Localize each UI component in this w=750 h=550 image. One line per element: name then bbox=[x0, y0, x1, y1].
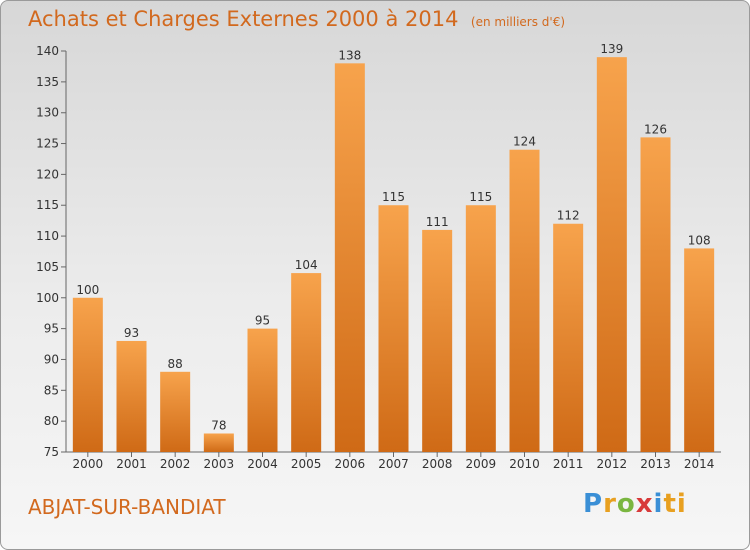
y-tick-label: 85 bbox=[44, 383, 59, 397]
x-tick-label: 2008 bbox=[422, 457, 453, 471]
bar-2014 bbox=[684, 248, 715, 452]
x-tick-label: 2012 bbox=[597, 457, 628, 471]
commune-name: ABJAT-SUR-BANDIAT bbox=[28, 495, 226, 519]
bar-value-label: 78 bbox=[211, 418, 226, 432]
x-tick-label: 2000 bbox=[73, 457, 104, 471]
bar-2002 bbox=[160, 371, 191, 452]
chart-title-block: Achats et Charges Externes 2000 à 2014 (… bbox=[28, 7, 565, 31]
y-tick-label: 80 bbox=[44, 414, 59, 428]
y-tick-label: 130 bbox=[36, 106, 59, 120]
x-tick-label: 2006 bbox=[335, 457, 366, 471]
x-tick-label: 2011 bbox=[553, 457, 584, 471]
y-tick-label: 110 bbox=[36, 229, 59, 243]
x-tick-label: 2002 bbox=[160, 457, 191, 471]
bar-2006 bbox=[334, 63, 365, 452]
bar-2001 bbox=[116, 340, 147, 452]
bar-value-label: 126 bbox=[644, 122, 667, 136]
proxiti-logo: Proxiti bbox=[583, 489, 687, 519]
bar-2010 bbox=[509, 149, 540, 452]
y-tick-label: 115 bbox=[36, 198, 59, 212]
bar-value-label: 138 bbox=[338, 48, 361, 62]
x-tick-label: 2010 bbox=[509, 457, 540, 471]
bar-value-label: 112 bbox=[557, 209, 580, 223]
bar-2000 bbox=[72, 297, 103, 452]
bar-2004 bbox=[247, 328, 278, 452]
y-tick-label: 140 bbox=[36, 44, 59, 58]
bar-value-label: 115 bbox=[382, 190, 405, 204]
bar-value-label: 108 bbox=[688, 233, 711, 247]
y-tick-label: 125 bbox=[36, 137, 59, 151]
bar-value-label: 93 bbox=[124, 326, 139, 340]
x-tick-label: 2014 bbox=[684, 457, 715, 471]
y-tick-label: 75 bbox=[44, 445, 59, 459]
x-tick-label: 2004 bbox=[247, 457, 278, 471]
bar-2003 bbox=[203, 433, 234, 452]
bar-value-label: 115 bbox=[469, 190, 492, 204]
bar-2009 bbox=[465, 205, 496, 452]
bar-value-label: 95 bbox=[255, 314, 270, 328]
bar-value-label: 100 bbox=[76, 283, 99, 297]
x-tick-label: 2007 bbox=[378, 457, 409, 471]
bar-2007 bbox=[378, 205, 409, 452]
chart-title: Achats et Charges Externes 2000 à 2014 bbox=[28, 7, 459, 31]
bar-2005 bbox=[291, 273, 322, 452]
bar-value-label: 111 bbox=[426, 215, 449, 229]
bar-2012 bbox=[596, 57, 627, 453]
y-tick-label: 95 bbox=[44, 322, 59, 336]
chart-unit: (en milliers d'€) bbox=[470, 15, 566, 29]
bar-value-label: 124 bbox=[513, 135, 536, 149]
y-tick-label: 100 bbox=[36, 291, 59, 305]
x-tick-label: 2009 bbox=[466, 457, 497, 471]
y-tick-label: 135 bbox=[36, 75, 59, 89]
x-tick-label: 2003 bbox=[204, 457, 235, 471]
bar-value-label: 139 bbox=[600, 42, 623, 56]
x-tick-label: 2005 bbox=[291, 457, 322, 471]
bar-2008 bbox=[422, 229, 453, 452]
bar-value-label: 104 bbox=[295, 258, 318, 272]
bar-value-label: 88 bbox=[168, 357, 183, 371]
y-tick-label: 90 bbox=[44, 352, 59, 366]
bar-2011 bbox=[553, 223, 584, 452]
x-tick-label: 2013 bbox=[640, 457, 671, 471]
bar-2013 bbox=[640, 137, 671, 452]
y-tick-label: 105 bbox=[36, 260, 59, 274]
y-tick-label: 120 bbox=[36, 167, 59, 181]
x-tick-label: 2001 bbox=[116, 457, 147, 471]
